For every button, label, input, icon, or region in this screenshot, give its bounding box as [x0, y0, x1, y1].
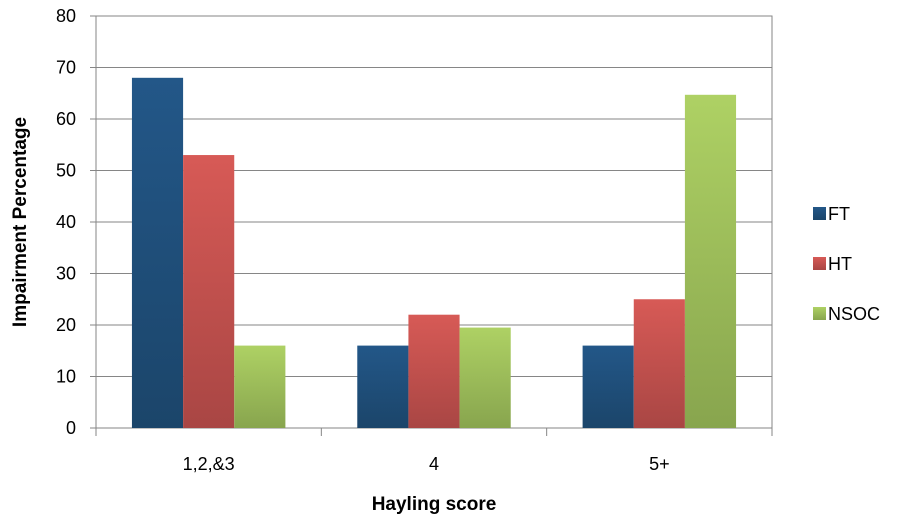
y-tick-label: 60 [56, 109, 76, 129]
legend-swatch-ft [813, 207, 826, 220]
bar-ft-2 [582, 345, 634, 428]
bar-nsoc-2 [684, 94, 737, 429]
legend-label-nsoc: NSOC [828, 304, 880, 324]
bar-ft-0 [131, 77, 184, 429]
x-axis-title: Hayling score [372, 494, 497, 515]
bars [131, 77, 737, 429]
x-tick-label: 1,2,&3 [183, 454, 235, 474]
legend-label-ft: FT [828, 204, 850, 224]
y-axis-title: Impairment Percentage [10, 117, 31, 327]
x-tick-label: 5+ [649, 454, 670, 474]
bar-ht-2 [633, 299, 685, 428]
y-tick-label: 80 [56, 6, 76, 26]
legend: FT HT NSOC [813, 204, 880, 324]
y-tick-label: 40 [56, 212, 76, 232]
x-tick-label: 4 [429, 454, 439, 474]
bar-ht-1 [408, 314, 460, 428]
y-tick-label: 0 [66, 418, 76, 438]
legend-swatch-ht [813, 257, 826, 270]
bar-nsoc-1 [459, 327, 511, 428]
y-tick-label: 50 [56, 161, 76, 181]
bar-ft-1 [357, 345, 409, 428]
y-tick-label: 10 [56, 367, 76, 387]
bar-nsoc-0 [234, 345, 286, 428]
y-tick-label: 70 [56, 58, 76, 78]
legend-swatch-nsoc [813, 307, 826, 320]
y-tick-label: 20 [56, 315, 76, 335]
bar-ht-0 [183, 155, 235, 429]
x-axis-ticks: 1,2,&3 4 5+ [95, 428, 773, 474]
y-axis-ticks: 0 10 20 30 40 50 60 70 80 [56, 6, 96, 438]
legend-label-ht: HT [828, 254, 852, 274]
y-tick-label: 30 [56, 264, 76, 284]
